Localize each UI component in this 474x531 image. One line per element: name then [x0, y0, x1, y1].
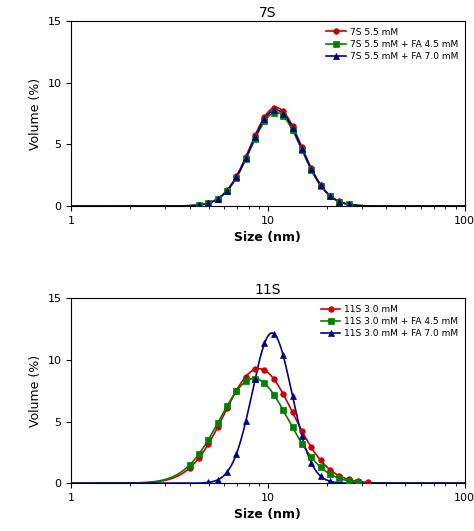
Title: 7S: 7S	[259, 6, 276, 20]
Title: 11S: 11S	[255, 283, 281, 297]
Y-axis label: Volume (%): Volume (%)	[29, 355, 42, 427]
X-axis label: Size (nm): Size (nm)	[234, 232, 301, 244]
Legend: 11S 3.0 mM, 11S 3.0 mM + FA 4.5 mM, 11S 3.0 mM + FA 7.0 mM: 11S 3.0 mM, 11S 3.0 mM + FA 4.5 mM, 11S …	[319, 303, 460, 340]
Y-axis label: Volume (%): Volume (%)	[29, 78, 42, 150]
X-axis label: Size (nm): Size (nm)	[234, 509, 301, 521]
Legend: 7S 5.5 mM, 7S 5.5 mM + FA 4.5 mM, 7S 5.5 mM + FA 7.0 mM: 7S 5.5 mM, 7S 5.5 mM + FA 4.5 mM, 7S 5.5…	[325, 26, 460, 63]
